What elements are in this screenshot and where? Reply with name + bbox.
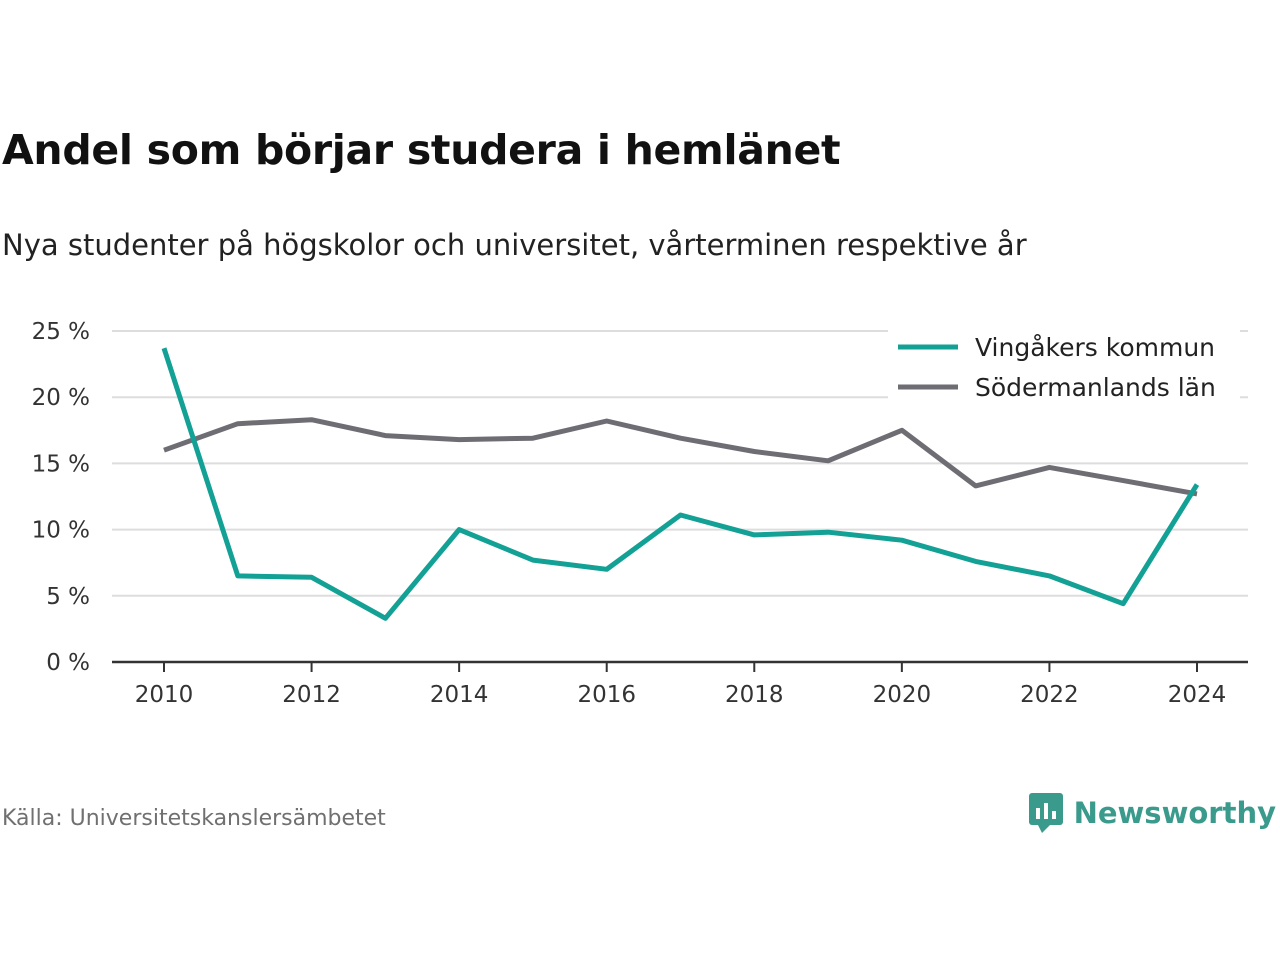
x-tick-label: 2010: [135, 682, 194, 708]
series-line-sodermanlands-lan: [163, 417, 1198, 497]
x-tick-label: 2016: [577, 682, 636, 708]
legend: Vingåkers kommun Södermanlands län: [888, 328, 1240, 402]
y-tick-label: 5 %: [46, 584, 90, 610]
legend-background: [888, 328, 1240, 402]
x-axis-ticks: 2010 2012 2014 2016 2018 2020 2022 2024: [112, 660, 1248, 708]
y-tick-label: 20 %: [32, 385, 90, 411]
newsworthy-logo-icon: [1028, 793, 1063, 833]
chart-title: Andel som börjar studera i hemlänet: [2, 126, 841, 174]
y-tick-label: 15 %: [32, 451, 90, 477]
chart-subtitle: Nya studenter på högskolor och universit…: [2, 228, 1027, 262]
x-tick-label: 2014: [430, 682, 489, 708]
brand-name: Newsworthy: [1073, 796, 1276, 830]
y-axis-ticks: 0 % 5 % 10 % 15 % 20 % 25 %: [32, 319, 90, 676]
legend-label: Södermanlands län: [975, 373, 1216, 402]
series-lines: [161, 347, 1200, 621]
brand-logo: Newsworthy: [1028, 792, 1276, 834]
y-tick-label: 0 %: [46, 650, 90, 676]
series-line-vingakers-kommun: [161, 347, 1200, 621]
x-tick-label: 2024: [1168, 682, 1227, 708]
x-tick-label: 2012: [282, 682, 341, 708]
x-tick-label: 2020: [873, 682, 932, 708]
x-tick-label: 2018: [725, 682, 784, 708]
legend-label: Vingåkers kommun: [975, 333, 1215, 362]
source-note: Källa: Universitetskanslersämbetet: [2, 806, 386, 831]
y-tick-label: 10 %: [32, 518, 90, 544]
x-tick-label: 2022: [1020, 682, 1079, 708]
y-tick-label: 25 %: [32, 319, 90, 345]
